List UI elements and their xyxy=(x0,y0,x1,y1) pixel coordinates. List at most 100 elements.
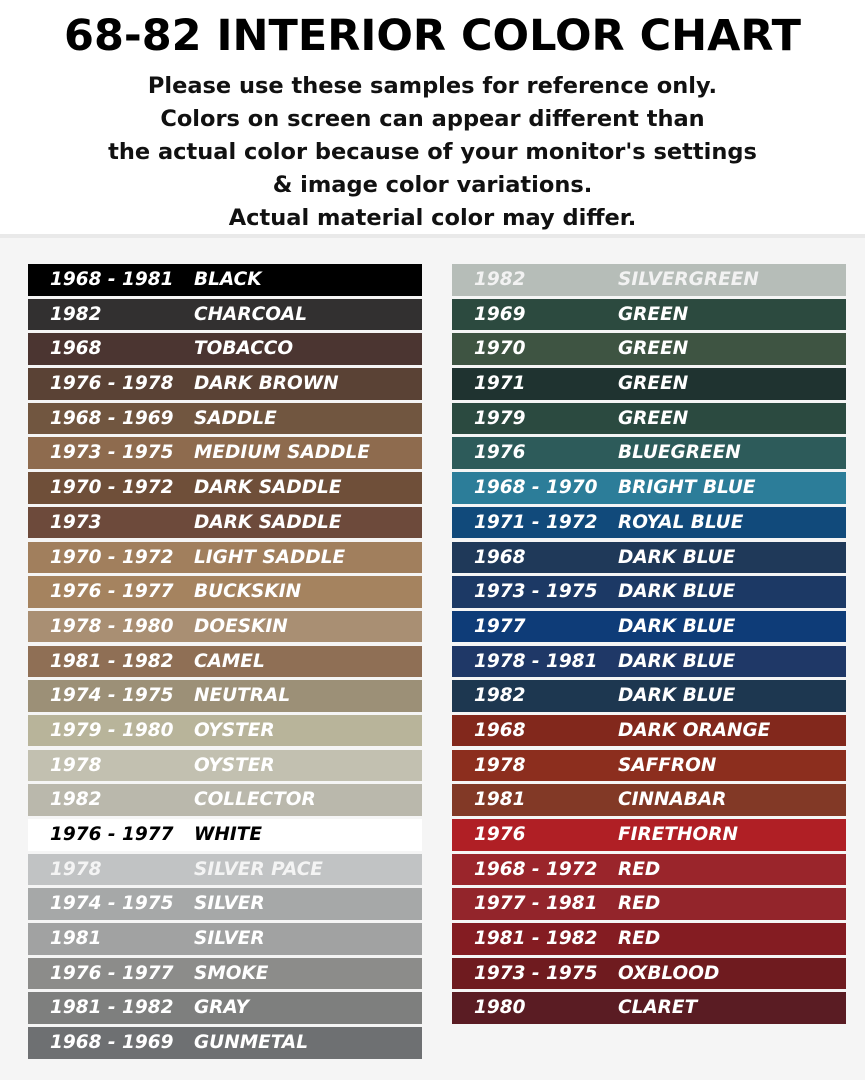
swatch-color-name: DARK BLUE xyxy=(618,546,736,568)
swatch-years: 1976 - 1977 xyxy=(50,581,174,603)
swatch-years: 1968 - 1969 xyxy=(50,1032,174,1054)
color-swatch: 1969 GREEN xyxy=(452,298,846,331)
color-swatch: 1981 - 1982 GRAY xyxy=(28,992,422,1024)
color-swatch: 1968 - 1981 BLACK xyxy=(28,264,422,296)
swatch-color-name: BUCKSKIN xyxy=(194,581,302,603)
swatch-color-name: SAFFRON xyxy=(618,754,717,776)
swatch-color-name: NEUTRAL xyxy=(194,685,291,707)
page-title: 68-82 INTERIOR COLOR CHART xyxy=(64,11,801,61)
swatch-years: 1978 xyxy=(50,754,102,776)
swatch-years: 1968 xyxy=(474,719,526,741)
swatch-color-name: DOESKIN xyxy=(194,615,288,637)
swatch-years: 1981 - 1982 xyxy=(474,928,598,950)
disclaimer-line: Colors on screen can appear different th… xyxy=(160,106,705,132)
swatch-years: 1970 - 1972 xyxy=(50,546,174,568)
swatch-years: 1973 - 1975 xyxy=(50,442,174,464)
swatch-years: 1978 xyxy=(50,858,102,880)
swatch-years: 1976 - 1977 xyxy=(50,824,174,845)
color-swatch: 1981 - 1982 CAMEL xyxy=(28,645,422,678)
color-swatch: 1978 - 1980 DOESKIN xyxy=(28,610,422,643)
color-swatch: 1981 - 1982 RED xyxy=(452,923,846,955)
color-swatch: 1982 COLLECTOR xyxy=(28,784,422,816)
swatch-color-name: BLACK xyxy=(194,269,262,290)
swatch-color-name: GUNMETAL xyxy=(194,1032,309,1054)
swatch-color-name: TOBACCO xyxy=(194,338,294,360)
swatch-color-name: SILVERGREEN xyxy=(618,269,759,290)
swatch-years: 1980 xyxy=(474,997,526,1019)
swatch-color-name: FIRETHORN xyxy=(618,824,738,845)
swatch-years: 1978 xyxy=(474,754,526,776)
color-swatch: 1974 - 1975 SILVER xyxy=(28,888,422,920)
color-swatch: 1968 - 1972 RED xyxy=(452,853,846,886)
swatch-years: 1981 xyxy=(474,789,526,811)
disclaimer-line: Please use these samples for reference o… xyxy=(147,73,718,99)
swatch-color-name: LIGHT SADDLE xyxy=(194,546,346,568)
color-swatch: 1979 - 1980 OYSTER xyxy=(28,714,422,747)
color-swatch: 1976 - 1977 SMOKE xyxy=(28,957,422,990)
color-swatch: 1968 DARK ORANGE xyxy=(452,714,846,747)
swatch-years: 1978 - 1980 xyxy=(50,615,174,637)
swatch-years: 1977 xyxy=(474,615,526,637)
swatch-color-name: OXBLOOD xyxy=(618,962,720,984)
swatch-years: 1968 xyxy=(474,546,526,568)
swatch-years: 1968 - 1981 xyxy=(50,269,174,290)
swatch-color-name: GREEN xyxy=(618,373,689,395)
swatch-years: 1981 - 1982 xyxy=(50,650,174,672)
swatch-color-name: MEDIUM SADDLE xyxy=(194,442,370,464)
swatch-years: 1976 - 1977 xyxy=(50,962,174,984)
swatch-color-name: DARK SADDLE xyxy=(194,477,342,499)
swatch-color-name: ROYAL BLUE xyxy=(618,511,744,533)
color-swatch: 1970 GREEN xyxy=(452,333,846,365)
swatch-color-name: CLARET xyxy=(618,997,698,1019)
right-swatch-column: 1982 SILVERGREEN 1969 GREEN 1970 GREEN 1971 GRE… xyxy=(452,264,846,1027)
swatch-color-name: CAMEL xyxy=(194,650,265,672)
swatch-color-name: BLUEGREEN xyxy=(618,442,741,464)
swatch-color-name: CHARCOAL xyxy=(194,303,308,325)
swatch-color-name: DARK BLUE xyxy=(618,581,736,603)
color-swatch: 1970 - 1972 DARK SADDLE xyxy=(28,472,422,504)
color-swatch: 1977 DARK BLUE xyxy=(452,610,846,643)
swatch-color-name: SMOKE xyxy=(194,962,269,984)
color-swatch: 1982 DARK BLUE xyxy=(452,680,846,712)
chart-header: 68-82 INTERIOR COLOR CHART Please use th… xyxy=(0,0,865,234)
swatch-years: 1979 - 1980 xyxy=(50,719,174,741)
color-swatch: 1968 - 1969 SADDLE xyxy=(28,402,422,435)
left-swatch-column: 1968 - 1981 BLACK 1982 CHARCOAL 1968 TOBACCO 1… xyxy=(28,264,422,1062)
swatch-color-name: DARK SADDLE xyxy=(194,511,342,533)
swatch-years: 1970 - 1972 xyxy=(50,477,174,499)
color-swatch: 1973 - 1975 OXBLOOD xyxy=(452,957,846,990)
color-swatch: 1976 FIRETHORN xyxy=(452,819,846,851)
swatch-color-name: DARK BROWN xyxy=(194,373,339,395)
color-swatch: 1978 - 1981 DARK BLUE xyxy=(452,645,846,678)
color-swatch: 1976 - 1977 WHITE xyxy=(28,819,422,851)
disclaimer-line: & image color variations. xyxy=(272,172,593,198)
color-swatch: 1978 SILVER PACE xyxy=(28,853,422,886)
swatch-years: 1971 xyxy=(474,373,526,395)
color-swatch: 1971 - 1972 ROYAL BLUE xyxy=(452,506,846,539)
swatch-years: 1970 xyxy=(474,338,526,360)
color-swatch: 1968 - 1970 BRIGHT BLUE xyxy=(452,472,846,504)
disclaimer-line: the actual color because of your monitor… xyxy=(108,139,757,165)
swatch-years: 1968 xyxy=(50,338,102,360)
color-swatch: 1968 DARK BLUE xyxy=(452,541,846,573)
color-swatch: 1981 CINNABAR xyxy=(452,784,846,816)
swatch-years: 1968 - 1972 xyxy=(474,858,598,880)
swatch-color-name: GRAY xyxy=(194,997,250,1019)
swatch-color-name: RED xyxy=(618,893,661,915)
color-swatch: 1973 - 1975 MEDIUM SADDLE xyxy=(28,437,422,469)
color-swatch: 1978 OYSTER xyxy=(28,749,422,782)
swatch-years: 1982 xyxy=(50,789,102,811)
color-swatch: 1977 - 1981 RED xyxy=(452,888,846,920)
swatch-years: 1977 - 1981 xyxy=(474,893,598,915)
swatch-years: 1971 - 1972 xyxy=(474,511,598,533)
swatch-color-name: OYSTER xyxy=(194,754,275,776)
swatch-years: 1982 xyxy=(474,685,526,707)
swatch-years: 1981 xyxy=(50,928,102,950)
swatch-color-name: COLLECTOR xyxy=(194,789,316,811)
color-swatch: 1978 SAFFRON xyxy=(452,749,846,782)
swatch-color-name: BRIGHT BLUE xyxy=(618,477,756,499)
disclaimer-note: Please use these samples for reference o… xyxy=(0,70,865,235)
swatch-years: 1968 - 1970 xyxy=(474,477,598,499)
disclaimer-line: Actual material color may differ. xyxy=(228,205,637,231)
swatch-color-name: SADDLE xyxy=(194,407,277,429)
